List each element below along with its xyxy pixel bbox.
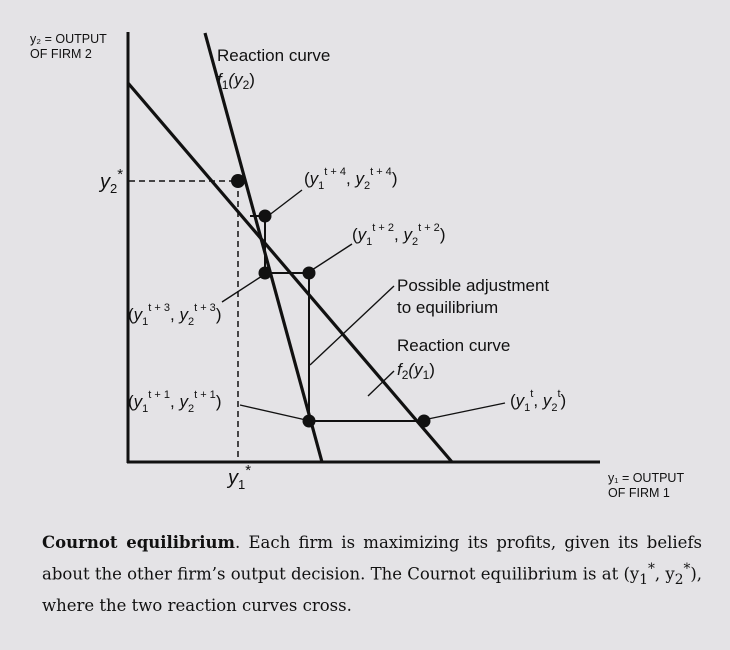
leader-t0: [427, 402, 506, 420]
y1-star-label: y1*: [226, 462, 251, 492]
caption-text-end: ), where the two reaction curves cross.: [42, 564, 703, 615]
adjustment-label-line1: Possible adjustment: [397, 276, 549, 295]
figure-caption: Cournot equilibrium. Each firm is maximi…: [42, 530, 702, 619]
label-t2: (y1t + 2, y2t + 2): [352, 222, 445, 248]
point-t1: [302, 414, 316, 428]
adjustment-label-line2: to equilibrium: [397, 298, 498, 317]
reaction-curve-f1-func: f1(y2): [217, 70, 255, 92]
y2-star-label: y2*: [98, 166, 123, 196]
y-axis-label-line1: y₂ = OUTPUT: [30, 32, 107, 46]
y-axis-label-line2: OF FIRM 2: [30, 47, 92, 61]
x-axis-label-line2: OF FIRM 1: [608, 486, 670, 500]
caption-title: Cournot equilibrium: [42, 533, 235, 552]
caption-sup1: *: [648, 561, 655, 577]
caption-text: . Each firm is maximizing its profits, g…: [42, 533, 702, 584]
caption-mid: , y: [654, 564, 675, 584]
point-t2: [302, 266, 316, 280]
point-t4: [258, 209, 272, 223]
leader-f2: [367, 370, 395, 397]
leader-t4: [267, 189, 303, 217]
reaction-curve-f1: [203, 32, 324, 463]
x-axis-label-line1: y₁ = OUTPUT: [608, 471, 684, 485]
label-t4: (y1t + 4, y2t + 4): [304, 166, 397, 192]
reaction-curve-f1-title: Reaction curve: [217, 46, 330, 65]
leader-t2: [311, 243, 353, 271]
caption-sub1: 1: [639, 571, 648, 588]
adjustment-path: [250, 215, 424, 422]
reaction-curve-f2-func: f2(y1): [397, 360, 435, 382]
point-t3: [258, 266, 272, 280]
label-t1: (y1t + 1, y2t + 1): [128, 389, 221, 415]
leader-adjustment: [309, 285, 395, 366]
leader-t3: [221, 275, 263, 303]
cournot-diagram: y₂ = OUTPUT OF FIRM 2 y₁ = OUTPUT OF FIR…: [30, 32, 684, 500]
caption-sub2: 2: [674, 571, 684, 588]
caption-sup2: *: [683, 561, 691, 577]
point-t0: [417, 414, 431, 428]
leader-t1: [239, 404, 307, 421]
equilibrium-point: [231, 174, 245, 188]
label-t3: (y1t + 3, y2t + 3): [128, 302, 221, 328]
reaction-curve-f2-title: Reaction curve: [397, 336, 510, 355]
label-t0: (y1t, y2t): [510, 388, 566, 414]
